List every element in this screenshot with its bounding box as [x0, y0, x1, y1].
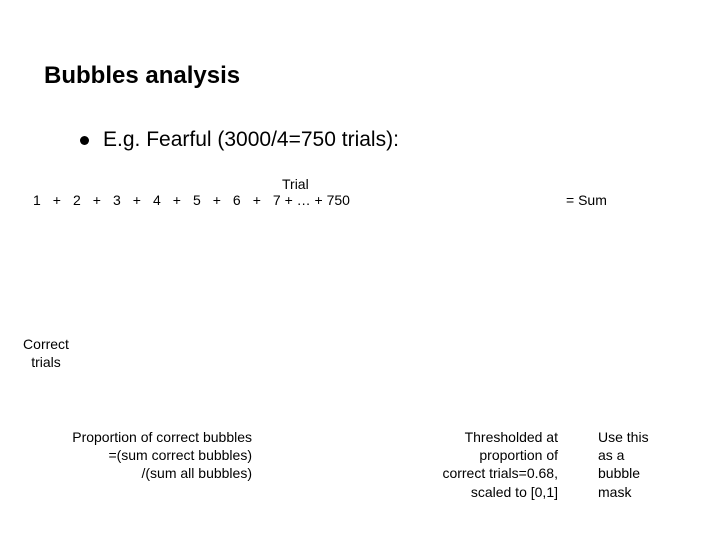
text-line: =(sum correct bubbles) [32, 446, 252, 464]
trial-token: 5 [193, 192, 201, 208]
text-line: as a [598, 446, 670, 464]
trial-token: + [253, 192, 261, 208]
trial-token: + [93, 192, 101, 208]
text-line: /(sum all bubbles) [32, 464, 252, 482]
text-line: Use this [598, 428, 670, 446]
text-line: trials [18, 354, 74, 372]
trial-token: + [213, 192, 221, 208]
trial-row: 1 + 2 + 3 + 4 + 5 + 6 + 7 + … + 750 [33, 192, 350, 208]
trial-token: 4 [153, 192, 161, 208]
text-line: Proportion of correct bubbles [32, 428, 252, 446]
bullet-text: E.g. Fearful (3000/4=750 trials): [103, 128, 399, 152]
text-line: scaled to [0,1] [408, 483, 558, 501]
bullet-row: E.g. Fearful (3000/4=750 trials): [80, 128, 399, 152]
trial-token: 1 [33, 192, 41, 208]
bullet-icon [80, 136, 89, 145]
proportion-text: Proportion of correct bubbles =(sum corr… [32, 428, 252, 483]
text-line: proportion of [408, 446, 558, 464]
sum-label: = Sum [566, 192, 607, 208]
trial-token: + [53, 192, 61, 208]
trial-token: + [173, 192, 181, 208]
slide: Bubbles analysis E.g. Fearful (3000/4=75… [0, 0, 720, 540]
slide-title: Bubbles analysis [44, 62, 240, 90]
trial-header-label: Trial [282, 176, 309, 192]
correct-trials-label: Correct trials [18, 336, 74, 371]
trial-token: + [133, 192, 141, 208]
text-line: Correct [18, 336, 74, 354]
text-line: Thresholded at [408, 428, 558, 446]
trial-token: 6 [233, 192, 241, 208]
text-line: bubble [598, 464, 670, 482]
text-line: correct trials=0.68, [408, 464, 558, 482]
trial-token: 3 [113, 192, 121, 208]
trial-token: 7 + … + 750 [273, 192, 350, 208]
use-this-text: Use this as a bubble mask [598, 428, 670, 501]
trial-token: 2 [73, 192, 81, 208]
threshold-text: Thresholded at proportion of correct tri… [408, 428, 558, 501]
text-line: mask [598, 483, 670, 501]
